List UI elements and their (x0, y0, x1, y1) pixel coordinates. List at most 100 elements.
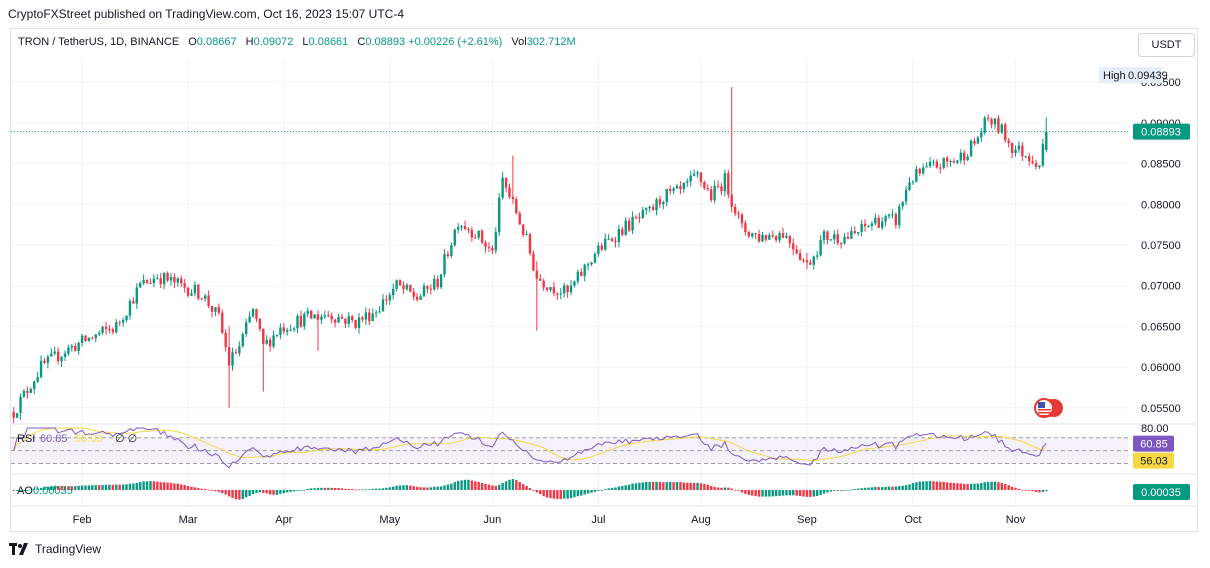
candle-body (268, 339, 272, 347)
ao-bar (193, 487, 197, 490)
candle-body (631, 216, 634, 231)
candle-body (665, 189, 668, 203)
candles-group (12, 87, 1048, 424)
ao-bar (433, 486, 436, 490)
candle-body (443, 254, 446, 275)
ao-bar (908, 484, 911, 490)
ao-bar (330, 487, 333, 490)
ao-bar (87, 485, 91, 490)
ao-bar (833, 490, 836, 491)
ao-bar (627, 484, 631, 490)
candle-body (262, 328, 265, 344)
ao-bar (46, 486, 50, 490)
candle-body (1021, 145, 1024, 157)
candle-body (583, 264, 586, 277)
ao-bar (692, 482, 696, 490)
ao-bar (180, 484, 183, 490)
candle-body (33, 381, 36, 390)
ao-bar (176, 483, 180, 490)
ao-bar (952, 483, 956, 490)
ao-bar (26, 490, 29, 491)
candle-body (754, 233, 757, 235)
ao-bar (474, 481, 477, 490)
currency-button[interactable]: USDT (1138, 33, 1195, 57)
ao-bar (689, 482, 692, 490)
ao-bar (29, 489, 32, 491)
legend-low-value: 0.08661 (308, 36, 349, 48)
candle-body (518, 213, 521, 225)
candle-body (364, 312, 368, 320)
candle-body (679, 185, 682, 189)
x-tick-label-jul: Jul (591, 514, 605, 526)
candle-body (850, 231, 853, 239)
ao-bar (337, 488, 340, 490)
candle-body (29, 389, 32, 393)
ao-bar (645, 481, 648, 490)
ao-bar (378, 488, 381, 490)
candle-body (39, 360, 43, 377)
us-flag-stripe (1038, 409, 1051, 411)
candle-body (286, 330, 289, 332)
ao-bar (361, 489, 364, 491)
candle-body (156, 278, 159, 280)
ao-bar (580, 490, 583, 496)
ao-value-tag (1133, 484, 1190, 500)
legend-low-label: L (302, 36, 309, 48)
candle-body (959, 152, 963, 161)
candle-body (234, 352, 238, 354)
ao-bar (344, 488, 347, 490)
candle-body (453, 229, 456, 246)
candle-body (552, 287, 556, 294)
ao-bar (1010, 486, 1014, 490)
candle-body (853, 231, 857, 234)
candle-body (214, 307, 217, 312)
legend-high-value: 0.09072 (253, 36, 294, 48)
ao-legend-value: 0.00035 (33, 485, 73, 497)
candle-body (374, 312, 378, 314)
candle-body (231, 352, 234, 366)
ao-bar (224, 490, 227, 495)
candle-body (939, 167, 942, 169)
candle-body (990, 118, 993, 125)
ao-bar (149, 481, 152, 490)
ao-bar (556, 490, 559, 500)
candle-body (894, 214, 898, 226)
candle-body (238, 346, 241, 354)
candle-body (227, 347, 231, 366)
candle-body (819, 239, 822, 256)
candle-body (829, 239, 833, 241)
candle-body (450, 245, 453, 257)
candle-body (487, 247, 491, 249)
candle-body (446, 254, 450, 257)
candle-body (210, 306, 214, 312)
legend-close-value: 0.08893 (365, 36, 406, 48)
ao-bar (727, 487, 730, 490)
ao-histogram (12, 479, 1048, 500)
ao-bar (836, 490, 839, 491)
us-flag-icon (1034, 398, 1063, 418)
candle-body (692, 173, 696, 176)
ao-bar (774, 490, 778, 497)
candle-body (152, 278, 156, 284)
candle-body (357, 317, 361, 328)
ao-bar (125, 484, 128, 490)
candle-body (145, 279, 149, 284)
ao-bar (617, 486, 621, 490)
ao-bar (921, 481, 925, 490)
candle-body (627, 220, 631, 231)
ao-bar (169, 482, 173, 490)
candle-body (556, 293, 559, 295)
ao-bar (221, 490, 224, 494)
candle-body (251, 309, 255, 317)
ao-bar (805, 490, 809, 497)
ao-bar (771, 490, 774, 497)
ao-bar (340, 488, 344, 490)
ao-bar (388, 487, 392, 490)
candle-body (1027, 156, 1031, 162)
footer-brand[interactable]: TradingView (9, 542, 101, 556)
candle-body (46, 356, 50, 363)
ao-bar (436, 486, 439, 490)
ao-bar (1027, 490, 1031, 491)
ao-bar (710, 486, 713, 490)
